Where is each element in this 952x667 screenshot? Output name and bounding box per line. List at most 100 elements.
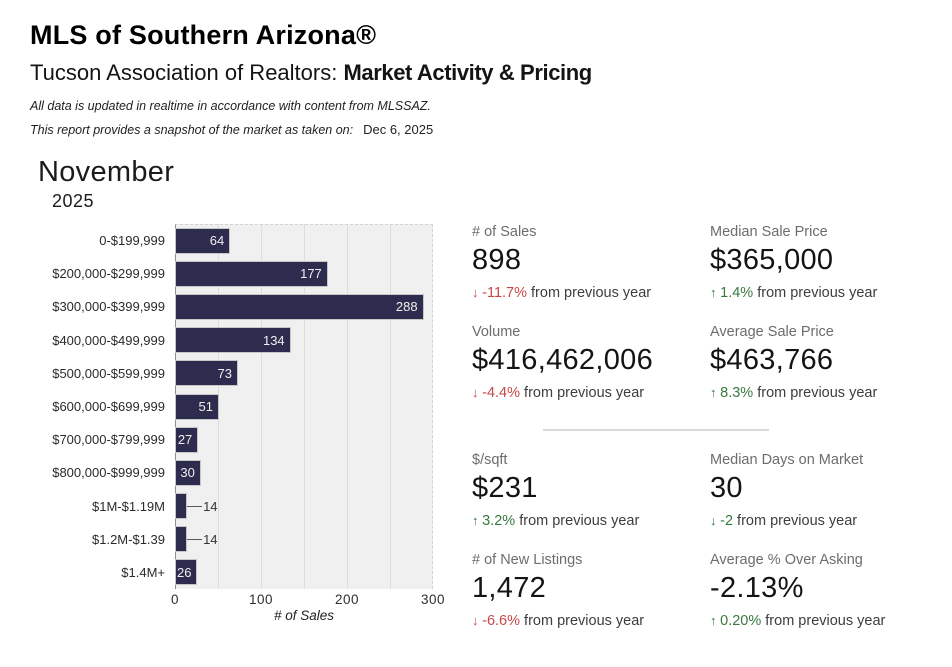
stat-change-volume: ↓ -4.4% from previous year	[472, 385, 710, 401]
stat-label-average-pct-over-asking: Average % Over Asking	[710, 552, 863, 568]
stat-change-suffix: from previous year	[753, 285, 878, 301]
stat-change-suffix: from previous year	[761, 613, 886, 629]
stat-change-suffix: from previous year	[520, 385, 645, 401]
stat-label-volume: Volume	[472, 324, 521, 340]
stats-group-bottom: $/sqft $231 ↑ 3.2% from previous year Media…	[472, 452, 942, 652]
bar-track: 177	[175, 257, 434, 290]
category-label: $700,000-$799,999	[52, 432, 165, 448]
x-tick-200: 200	[334, 592, 360, 607]
stat-label-price-per-sqft: $/sqft	[472, 452, 508, 468]
stat-change-new-listings: ↓ -6.6% from previous year	[472, 613, 710, 629]
stat-label-median-sale-price: Median Sale Price	[710, 224, 828, 240]
bar-value-label: 27	[177, 432, 193, 448]
bar-track: 64	[175, 224, 434, 257]
x-tick-300: 300	[420, 592, 446, 607]
chart-row: $400,000-$499,999 134	[30, 324, 434, 357]
stat-change-suffix: from previous year	[515, 513, 640, 529]
bar-0[interactable]: 64	[175, 227, 231, 254]
category-label: $1.2M-$1.39	[92, 531, 165, 547]
stat-change-pct: 0.20%	[720, 613, 762, 629]
stat-value-number-of-sales: 898	[472, 244, 522, 276]
stat-label-median-days-on-market: Median Days on Market	[710, 452, 864, 468]
x-tick-100: 100	[248, 592, 274, 607]
chart-x-axis: 0 100 200 300	[171, 589, 445, 607]
bar-value-label: 73	[217, 365, 233, 381]
bar-7[interactable]: 30	[175, 459, 201, 486]
category-label: $400,000-$499,999	[52, 332, 165, 348]
bar-2[interactable]: 288	[175, 293, 424, 320]
category-label: 0-$199,999	[99, 233, 165, 249]
stats-panel: # of Sales 898 ↓ -11.7% from previous year…	[472, 224, 942, 652]
snapshot-date: Dec 6, 2025	[363, 122, 434, 138]
stats-divider	[543, 429, 769, 431]
chart-row: $500,000-$599,999 73	[30, 357, 434, 390]
chart-row: $1M-$1.19M 14	[30, 490, 434, 523]
bar-value-label: 177	[300, 266, 322, 282]
stat-change-average-pct-over-asking: ↑ 0.20% from previous year	[710, 613, 942, 629]
stats-group-top: # of Sales 898 ↓ -11.7% from previous year…	[472, 224, 942, 424]
stat-value-average-sale-price: $463,766	[710, 344, 834, 376]
bar-6[interactable]: 27	[175, 426, 199, 453]
bar-1[interactable]: 177	[175, 260, 328, 287]
report-period: November 2025	[38, 156, 174, 212]
note-line-2: This report provides a snapshot of the m…	[30, 118, 592, 142]
stat-value-price-per-sqft: $231	[472, 472, 538, 504]
chart-row: $1.4M+ 26	[30, 556, 434, 589]
chart-row: $700,000-$799,999 27	[30, 423, 434, 456]
stat-value-median-sale-price: $365,000	[710, 244, 834, 276]
report-header: MLS of Southern Arizona® Tucson Associat…	[30, 20, 592, 142]
arrow-up-icon: ↑	[710, 613, 721, 628]
stat-change-pct: 1.4%	[720, 285, 754, 301]
note-line-2-text: This report provides a snapshot of the m…	[30, 123, 354, 138]
bar-value-label: 14	[203, 498, 218, 514]
subtitle-emphasis: Market Activity & Pricing	[343, 60, 592, 85]
chart-row: $300,000-$399,999 288	[30, 290, 434, 323]
category-label: $200,000-$299,999	[52, 266, 165, 282]
chart-row: $200,000-$299,999 177	[30, 257, 434, 290]
stat-value-new-listings: 1,472	[472, 572, 547, 604]
category-label: $500,000-$599,999	[52, 365, 165, 381]
chart-rows: 0-$199,999 64 $200,000-$299,999 177 $300,000…	[30, 224, 434, 589]
stat-change-price-per-sqft: ↑ 3.2% from previous year	[472, 513, 710, 529]
chart-row: 0-$199,999 64	[30, 224, 434, 257]
bar-track: 27	[175, 423, 434, 456]
x-tick-0: 0	[170, 592, 180, 607]
bar-track: 14	[175, 523, 434, 556]
category-label: $300,000-$399,999	[52, 299, 165, 315]
stat-average-sale-price: Average Sale Price $463,766 ↑ 8.3% from pr…	[710, 324, 942, 424]
bar-value-label: 134	[262, 332, 285, 348]
chart-plot-area: 0-$199,999 64 $200,000-$299,999 177 $300,000…	[30, 224, 434, 589]
report-notes: All data is updated in realtime in accor…	[30, 95, 592, 142]
bar-4[interactable]: 73	[175, 360, 239, 387]
bar-track: 288	[175, 290, 434, 323]
bar-9[interactable]	[175, 526, 188, 553]
bar-8[interactable]	[175, 493, 188, 520]
chart-row: $1.2M-$1.39 14	[30, 523, 434, 556]
arrow-down-icon: ↓	[472, 613, 483, 628]
bar-3[interactable]: 134	[175, 327, 291, 354]
bar-track: 30	[175, 456, 434, 489]
bar-leader-line	[187, 505, 203, 507]
stat-change-pct: -2	[720, 513, 734, 529]
stat-change-suffix: from previous year	[527, 285, 652, 301]
stat-change-average-sale-price: ↑ 8.3% from previous year	[710, 385, 942, 401]
bar-5[interactable]: 51	[175, 393, 220, 420]
stat-change-suffix: from previous year	[520, 613, 645, 629]
bar-value-label: 51	[198, 399, 214, 415]
stat-value-average-pct-over-asking: -2.13%	[710, 572, 804, 604]
chart-row: $600,000-$699,999 51	[30, 390, 434, 423]
category-label: $600,000-$699,999	[52, 399, 165, 415]
stat-change-pct: -6.6%	[482, 613, 521, 629]
bar-track: 51	[175, 390, 434, 423]
chart-row: $800,000-$999,999 30	[30, 456, 434, 489]
stat-median-days-on-market: Median Days on Market 30 ↓ -2 from previou…	[710, 452, 942, 552]
stat-change-pct: 8.3%	[720, 385, 754, 401]
bar-10[interactable]: 26	[175, 559, 198, 586]
page-title: MLS of Southern Arizona®	[30, 20, 377, 50]
category-label: $1M-$1.19M	[92, 498, 165, 514]
stat-change-median-days-on-market: ↓ -2 from previous year	[710, 513, 942, 529]
bar-value-label: 64	[209, 233, 225, 249]
bar-track: 26	[175, 556, 434, 589]
stat-average-pct-over-asking: Average % Over Asking -2.13% ↑ 0.20% from …	[710, 552, 942, 652]
note-line-1: All data is updated in realtime in accor…	[30, 99, 431, 113]
